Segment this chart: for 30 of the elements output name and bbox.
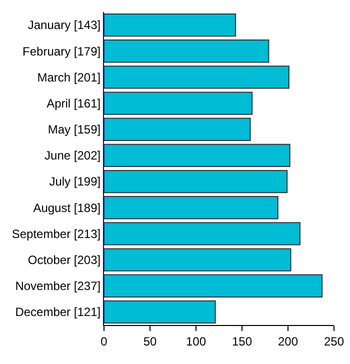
x-tick-label: 150 bbox=[232, 334, 252, 348]
bar bbox=[104, 40, 270, 63]
x-tick-label: 200 bbox=[278, 334, 298, 348]
y-tick-label: October [203] bbox=[28, 252, 101, 267]
y-tick-label: February [179] bbox=[22, 44, 101, 58]
bar bbox=[104, 248, 292, 272]
y-tick-label: March [201] bbox=[37, 70, 101, 84]
bar bbox=[104, 170, 288, 194]
bar bbox=[104, 66, 290, 89]
bar bbox=[104, 92, 253, 115]
bar bbox=[104, 222, 300, 246]
x-tick-label: 100 bbox=[186, 334, 206, 348]
bar bbox=[104, 274, 323, 298]
y-tick-label: November [237] bbox=[15, 279, 101, 294]
y-tick-label: September [213] bbox=[12, 226, 101, 241]
y-tick-label: December [121] bbox=[15, 305, 101, 320]
bar bbox=[104, 118, 251, 141]
y-tick-label: January [143] bbox=[28, 18, 101, 32]
bar bbox=[104, 300, 216, 324]
bar bbox=[104, 144, 290, 168]
x-tick-label: 250 bbox=[324, 334, 344, 348]
bar bbox=[104, 196, 278, 220]
y-tick-label: June [202] bbox=[44, 148, 101, 163]
x-tick-label: 0 bbox=[100, 334, 108, 348]
y-tick-label: August [189] bbox=[33, 200, 101, 215]
y-tick-label: July [199] bbox=[49, 174, 101, 189]
y-tick-label: April [161] bbox=[46, 96, 101, 110]
bar bbox=[104, 13, 236, 37]
x-tick-label: 50 bbox=[143, 334, 157, 348]
y-tick-label: May [159] bbox=[48, 122, 101, 137]
